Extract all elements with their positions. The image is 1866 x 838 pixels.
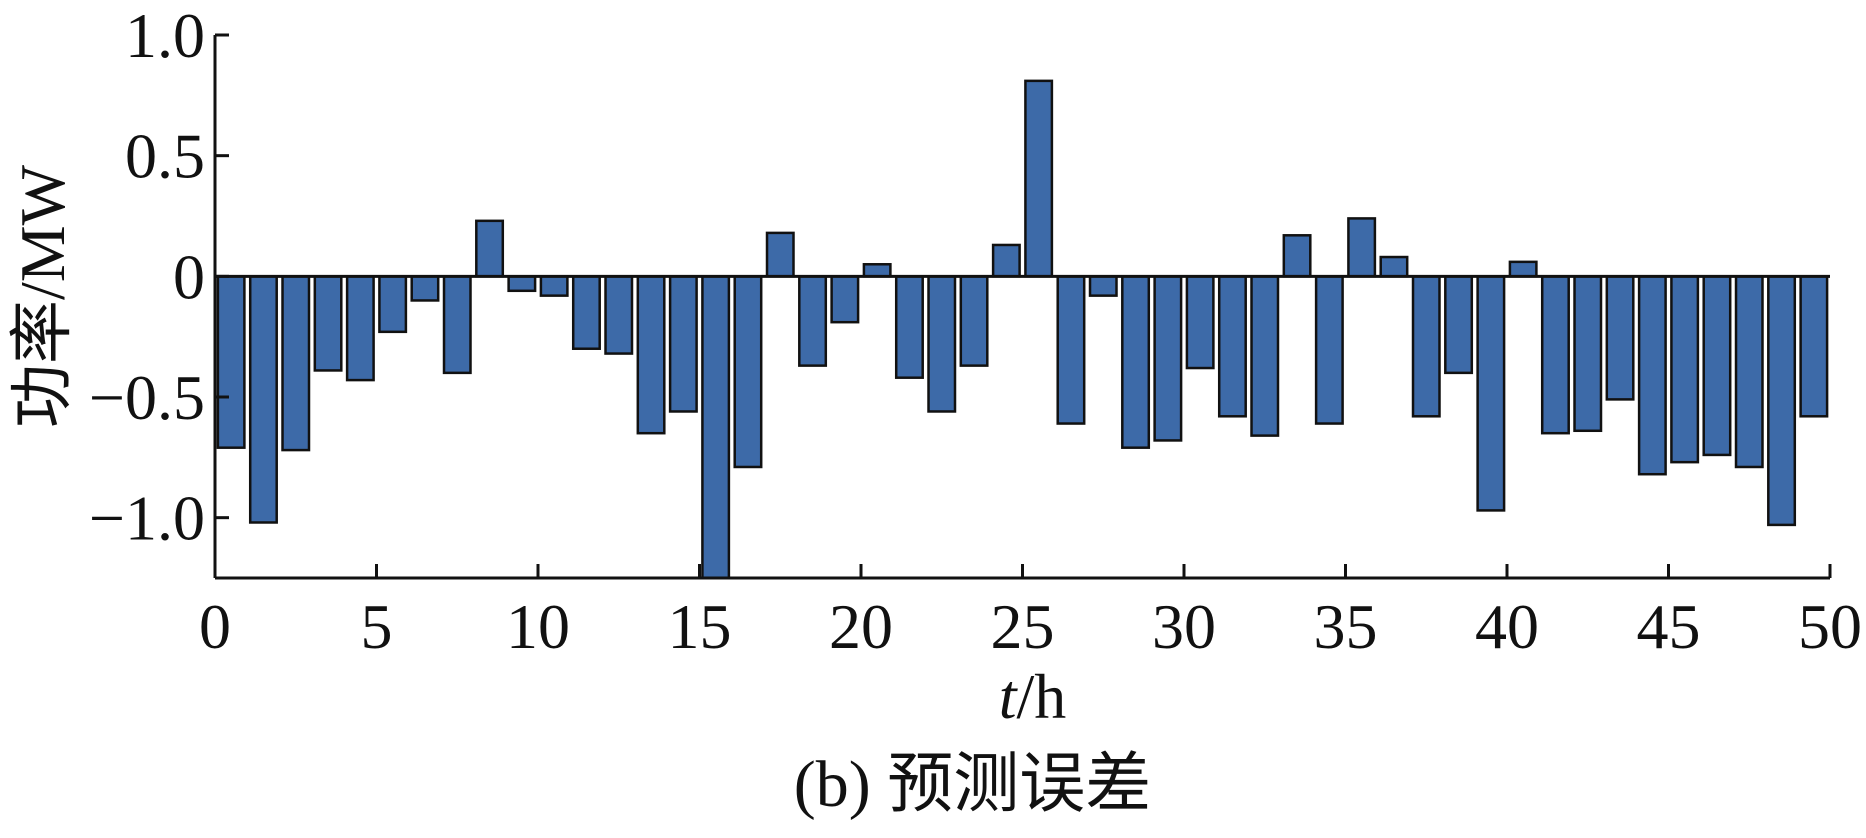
bar-12 <box>571 275 601 350</box>
bar-47 <box>1702 275 1732 457</box>
bar-34 <box>1282 234 1312 278</box>
bar-27 <box>1056 275 1086 425</box>
x-tick-label: 25 <box>991 591 1055 662</box>
bar-43 <box>1573 275 1603 433</box>
bar-15 <box>668 275 698 413</box>
bar-21 <box>862 263 892 278</box>
bar-31 <box>1185 275 1215 370</box>
bar-25 <box>991 243 1021 278</box>
labels-group: 1.0 0.5 0 −0.5 −1.0 0 5 10 15 20 25 30 35 40 45 50 t/h 功率… <box>7 0 1862 821</box>
bar-8 <box>442 275 472 375</box>
bar-45 <box>1637 275 1667 476</box>
x-tick-label: 30 <box>1152 591 1216 662</box>
axes-group <box>213 33 1832 580</box>
bar-36 <box>1347 217 1377 278</box>
x-tick-label: 5 <box>361 591 393 662</box>
bar-37 <box>1379 255 1409 278</box>
x-tick-label: 0 <box>199 591 231 662</box>
y-tick-label: 0 <box>173 241 205 312</box>
y-axis-label: 功率/MW <box>7 164 78 428</box>
bar-16 <box>701 275 731 580</box>
x-tick-label: 40 <box>1475 591 1539 662</box>
y-tick-label: −0.5 <box>89 362 205 433</box>
bar-33 <box>1250 275 1280 437</box>
bar-4 <box>313 275 343 372</box>
bar-39 <box>1444 275 1474 375</box>
bar-9 <box>475 219 505 278</box>
x-tick-label: 45 <box>1637 591 1701 662</box>
bar-35 <box>1314 275 1344 425</box>
bars-group <box>216 79 1829 580</box>
bar-10 <box>507 275 537 293</box>
y-tick-label: 1.0 <box>125 0 205 71</box>
x-tick-label: 10 <box>506 591 570 662</box>
bar-50 <box>1799 275 1829 418</box>
bar-11 <box>539 275 569 297</box>
bar-40 <box>1476 275 1506 512</box>
x-tick-label: 15 <box>668 591 732 662</box>
x-tick-label: 20 <box>829 591 893 662</box>
bar-1 <box>216 275 246 449</box>
x-tick-label: 50 <box>1798 591 1862 662</box>
bar-2 <box>248 275 278 524</box>
bar-13 <box>604 275 634 355</box>
bar-18 <box>765 231 795 278</box>
bar-7 <box>410 275 440 302</box>
x-axis-unit: /h <box>1017 661 1067 732</box>
bar-14 <box>636 275 666 435</box>
x-axis-variable: t <box>999 661 1019 732</box>
bar-17 <box>733 275 763 469</box>
bar-23 <box>927 275 957 413</box>
bar-30 <box>1153 275 1183 442</box>
bar-48 <box>1734 275 1764 469</box>
bar-32 <box>1217 275 1247 418</box>
y-tick-label: 0.5 <box>125 121 205 192</box>
bar-5 <box>345 275 375 382</box>
bar-20 <box>830 275 860 324</box>
bar-19 <box>798 275 828 367</box>
bar-44 <box>1605 275 1635 401</box>
y-tick-label: −1.0 <box>89 483 205 554</box>
bar-26 <box>1024 79 1054 278</box>
figure-caption: (b) 预测误差 <box>794 748 1151 821</box>
bar-28 <box>1088 275 1118 297</box>
x-tick-label: 35 <box>1314 591 1378 662</box>
bar-6 <box>378 275 408 334</box>
bar-42 <box>1540 275 1570 435</box>
bar-49 <box>1767 275 1797 527</box>
x-axis-label: t/h <box>999 661 1067 732</box>
bar-22 <box>894 275 924 379</box>
bar-38 <box>1411 275 1441 418</box>
bar-3 <box>281 275 311 452</box>
bar-24 <box>959 275 989 367</box>
bar-41 <box>1508 260 1538 278</box>
bar-46 <box>1670 275 1700 464</box>
bar-29 <box>1121 275 1151 449</box>
